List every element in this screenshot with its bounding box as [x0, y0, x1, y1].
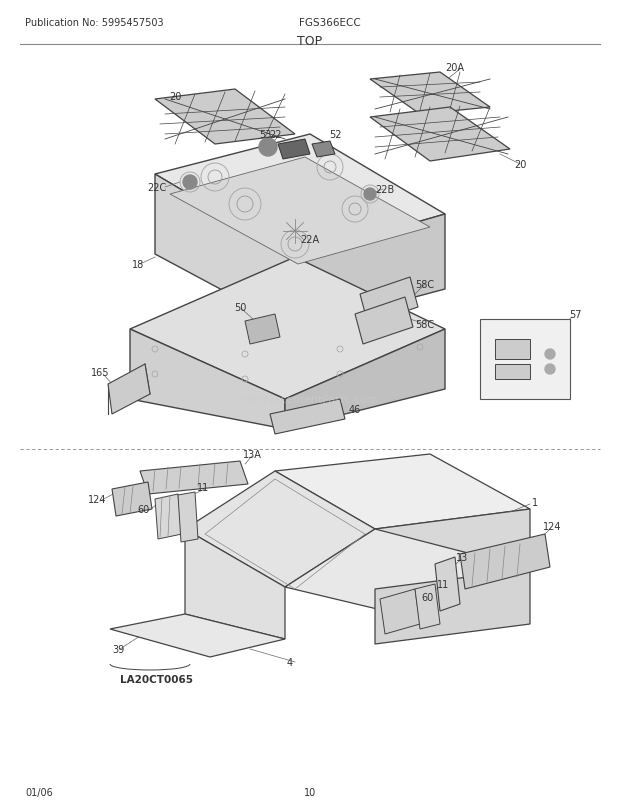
Polygon shape	[355, 298, 413, 345]
Polygon shape	[285, 330, 445, 429]
Circle shape	[183, 176, 197, 190]
Circle shape	[545, 350, 555, 359]
Text: 11: 11	[197, 482, 209, 492]
Polygon shape	[375, 569, 530, 644]
Text: 60: 60	[137, 504, 149, 514]
Circle shape	[364, 188, 376, 200]
Text: 13: 13	[456, 553, 468, 562]
Polygon shape	[380, 589, 420, 634]
Text: 165: 165	[91, 367, 109, 378]
Text: 11: 11	[437, 579, 449, 589]
Polygon shape	[495, 339, 530, 359]
Polygon shape	[178, 492, 198, 542]
Circle shape	[545, 365, 555, 375]
Text: 01/06: 01/06	[25, 787, 53, 797]
Polygon shape	[155, 494, 182, 539]
Polygon shape	[285, 529, 530, 624]
Polygon shape	[370, 73, 490, 115]
Text: 39: 39	[112, 644, 124, 654]
Text: 124: 124	[88, 494, 106, 504]
Text: 18: 18	[132, 260, 144, 269]
Text: 20A: 20A	[446, 63, 464, 73]
Text: 58C: 58C	[415, 320, 435, 330]
Polygon shape	[435, 557, 460, 611]
Text: 20: 20	[514, 160, 526, 170]
Polygon shape	[110, 614, 285, 657]
Polygon shape	[185, 472, 375, 587]
Text: 53: 53	[259, 130, 271, 140]
Text: 10: 10	[304, 787, 316, 797]
Text: 46: 46	[349, 404, 361, 415]
Polygon shape	[275, 455, 530, 529]
Text: 50: 50	[234, 302, 246, 313]
Polygon shape	[370, 107, 510, 162]
Text: 4: 4	[287, 657, 293, 667]
Polygon shape	[460, 534, 550, 589]
Text: 57: 57	[569, 310, 582, 320]
Polygon shape	[480, 320, 570, 399]
Polygon shape	[130, 257, 445, 399]
Text: 58C: 58C	[415, 280, 435, 290]
Polygon shape	[130, 330, 285, 429]
Polygon shape	[112, 482, 152, 516]
Polygon shape	[140, 461, 248, 494]
Polygon shape	[375, 509, 530, 589]
Polygon shape	[185, 529, 285, 639]
Text: LA20CT0065: LA20CT0065	[120, 674, 193, 684]
Polygon shape	[360, 277, 418, 325]
Text: 22: 22	[268, 130, 281, 140]
Text: 22B: 22B	[375, 184, 394, 195]
Polygon shape	[108, 365, 150, 415]
Text: 52: 52	[329, 130, 341, 140]
Text: 20: 20	[169, 92, 181, 102]
Polygon shape	[312, 142, 335, 158]
Text: TOP: TOP	[298, 35, 322, 48]
Polygon shape	[170, 158, 430, 265]
Circle shape	[259, 139, 277, 157]
Polygon shape	[245, 314, 280, 345]
Text: 1: 1	[532, 497, 538, 508]
Text: 22A: 22A	[301, 235, 319, 245]
Text: 22C: 22C	[148, 183, 167, 192]
Polygon shape	[495, 365, 530, 379]
Polygon shape	[270, 399, 345, 435]
Polygon shape	[155, 175, 295, 330]
Polygon shape	[278, 140, 310, 160]
Polygon shape	[415, 585, 440, 630]
Text: 13A: 13A	[242, 449, 262, 460]
Polygon shape	[155, 135, 445, 257]
Text: 124: 124	[542, 521, 561, 532]
Text: eReplacementParts.com: eReplacementParts.com	[242, 395, 378, 404]
Polygon shape	[155, 90, 295, 145]
Text: Publication No: 5995457503: Publication No: 5995457503	[25, 18, 164, 28]
Polygon shape	[295, 215, 445, 330]
Text: FGS366ECC: FGS366ECC	[299, 18, 361, 28]
Text: 60: 60	[421, 592, 433, 602]
